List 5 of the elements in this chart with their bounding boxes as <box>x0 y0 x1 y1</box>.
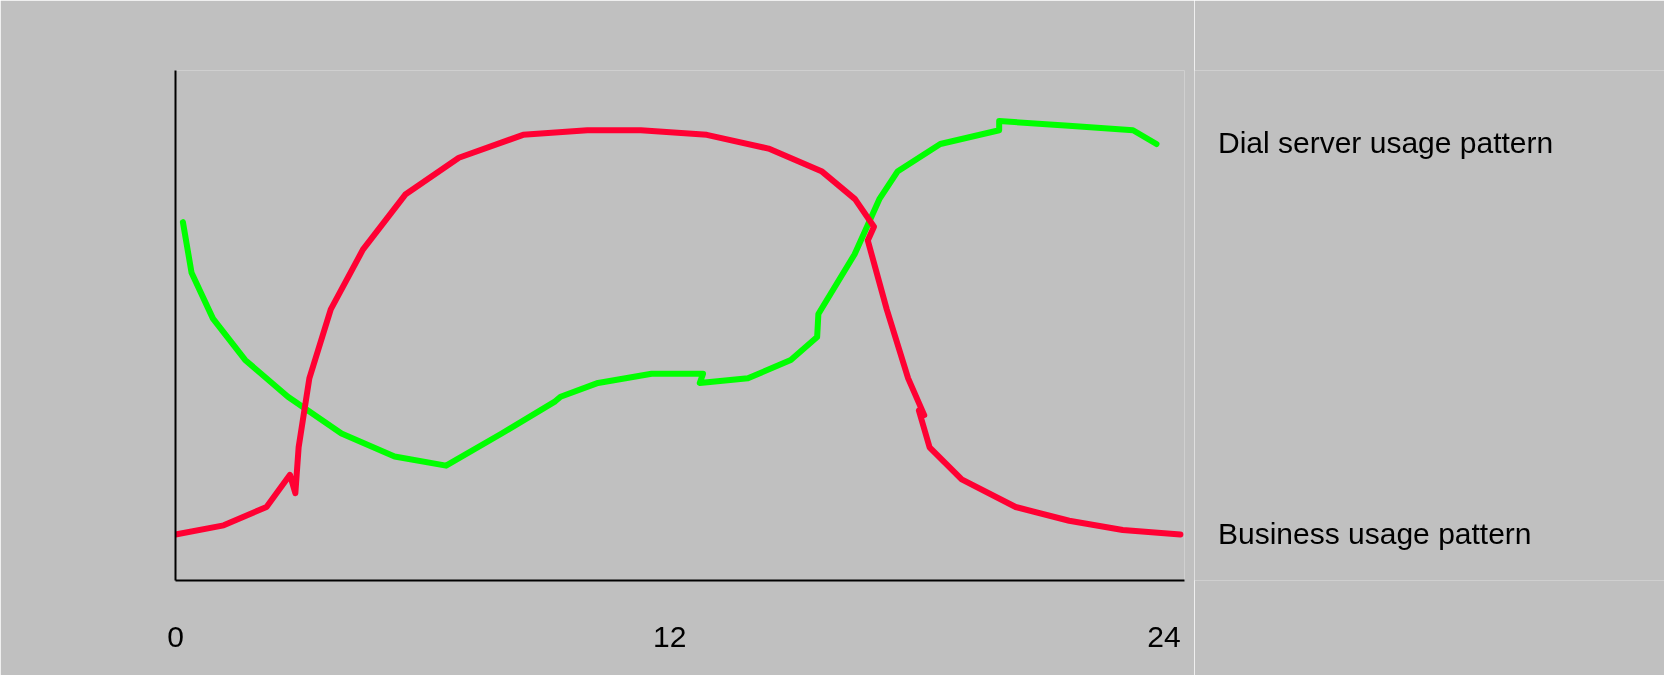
x-tick-label: 0 <box>167 619 184 653</box>
text: Dial server usage pattern <box>1218 126 1554 160</box>
x-tick-label: 12 <box>653 619 687 653</box>
x-tick-label: 24 <box>1147 619 1181 653</box>
series-label: Business usage pattern <box>1218 516 1532 550</box>
